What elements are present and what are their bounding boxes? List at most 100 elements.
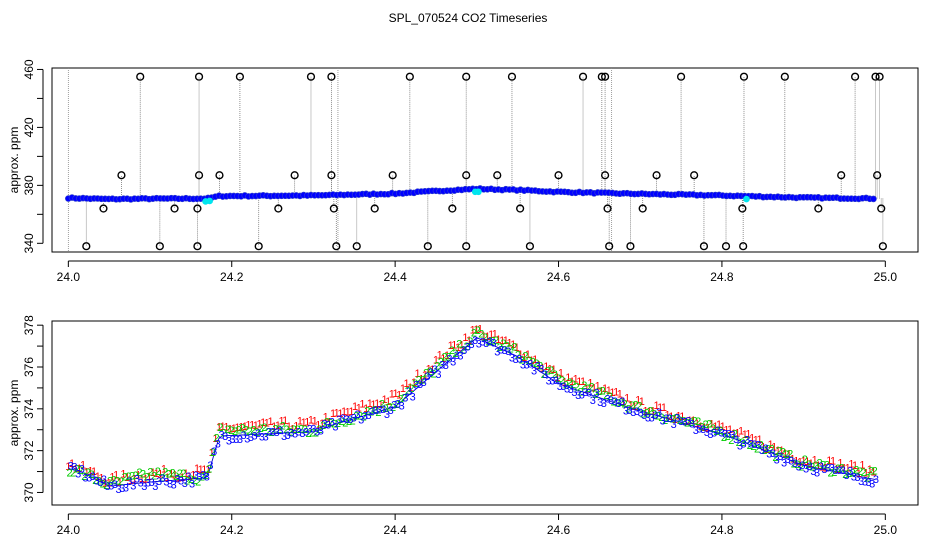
series-3-point: 3 bbox=[674, 412, 680, 424]
series-2-point: 2 bbox=[408, 383, 414, 395]
series-2-point: 2 bbox=[850, 467, 856, 479]
series-3-point: 3 bbox=[803, 464, 809, 476]
series-1-point: 1 bbox=[543, 361, 549, 373]
series-3-point: 3 bbox=[825, 462, 831, 474]
series-3-point: 3 bbox=[645, 412, 651, 424]
series-3-point: 3 bbox=[178, 475, 184, 487]
series-3-point: 3 bbox=[185, 471, 191, 483]
series-1-point: 1 bbox=[587, 377, 593, 389]
series-3-point: 3 bbox=[263, 431, 269, 443]
series-2-point: 2 bbox=[647, 406, 653, 418]
series-2-point: 2 bbox=[258, 423, 264, 435]
series-2-point: 2 bbox=[261, 422, 267, 434]
series-3-point: 3 bbox=[347, 414, 353, 426]
series-3-point: 3 bbox=[244, 433, 250, 445]
series-2-point: 2 bbox=[669, 414, 675, 426]
series-2-point: 2 bbox=[541, 369, 547, 381]
series-2-point: 2 bbox=[81, 471, 87, 483]
series-3-point: 3 bbox=[384, 409, 390, 421]
series-2-point: 2 bbox=[497, 342, 503, 354]
series-1-point: 1 bbox=[293, 421, 299, 433]
series-2-point: 2 bbox=[357, 410, 363, 422]
series-1-point: 1 bbox=[312, 415, 318, 427]
series-3-point: 3 bbox=[752, 439, 758, 451]
series-2-point: 2 bbox=[548, 365, 554, 377]
series-3-point: 3 bbox=[568, 384, 574, 396]
series-2-point: 2 bbox=[136, 467, 142, 479]
outlier-point bbox=[82, 242, 91, 251]
series-2-point: 2 bbox=[122, 472, 128, 484]
series-1-point: 1 bbox=[837, 458, 843, 470]
series-2-point: 2 bbox=[618, 397, 624, 409]
series-2-point: 2 bbox=[85, 467, 91, 479]
outlier-point bbox=[814, 204, 823, 213]
series-3-point: 3 bbox=[810, 466, 816, 478]
series-3-point: 3 bbox=[79, 464, 85, 476]
series-1-point: 1 bbox=[249, 420, 255, 432]
series-2-point: 2 bbox=[449, 345, 455, 357]
series-1-point: 1 bbox=[602, 383, 608, 395]
series-2-point: 2 bbox=[809, 462, 815, 474]
series-3-point: 3 bbox=[281, 431, 287, 443]
series-2-point: 2 bbox=[710, 423, 716, 435]
series-3-point: 3 bbox=[149, 477, 155, 489]
y-tick-label: 460 bbox=[22, 59, 36, 79]
series-3-point: 3 bbox=[656, 407, 662, 419]
series-3-point: 3 bbox=[597, 397, 603, 409]
outlier-point bbox=[554, 171, 563, 180]
series-3-point: 3 bbox=[457, 350, 463, 362]
outlier-point bbox=[493, 171, 502, 180]
series-2-point: 2 bbox=[636, 400, 642, 412]
outlier-point bbox=[370, 204, 379, 213]
series-2-point: 2 bbox=[298, 423, 304, 435]
series-1-point: 1 bbox=[639, 396, 645, 408]
series-2-point: 2 bbox=[368, 406, 374, 418]
series-3-point: 3 bbox=[97, 477, 103, 489]
series-1-point: 1 bbox=[517, 349, 523, 361]
series-1-point: 1 bbox=[198, 464, 204, 476]
series-2-point: 2 bbox=[331, 419, 337, 431]
outlier-point bbox=[578, 72, 588, 81]
series-2-point: 2 bbox=[820, 460, 826, 472]
series-1-point: 1 bbox=[845, 462, 851, 474]
series-3-point: 3 bbox=[222, 431, 228, 443]
series-3-point: 3 bbox=[259, 432, 265, 444]
series-3-point: 3 bbox=[520, 359, 526, 371]
series-3-point: 3 bbox=[71, 461, 77, 473]
series-1-point: 1 bbox=[404, 378, 410, 390]
series-1-point: 1 bbox=[720, 421, 726, 433]
series-3-point: 3 bbox=[494, 346, 500, 358]
series-3-point: 3 bbox=[119, 483, 125, 495]
series-2-point: 2 bbox=[419, 374, 425, 386]
series-1-point: 1 bbox=[536, 360, 542, 372]
series-2-point: 2 bbox=[684, 418, 690, 430]
series-2-point: 2 bbox=[364, 405, 370, 417]
series-2-point: 2 bbox=[184, 476, 190, 488]
series-2-point: 2 bbox=[482, 332, 488, 344]
series-3-point: 3 bbox=[715, 425, 721, 437]
series-2-point: 2 bbox=[813, 460, 819, 472]
outlier-point bbox=[327, 72, 336, 81]
series-3-point: 3 bbox=[516, 354, 522, 366]
series-2-point: 2 bbox=[519, 355, 525, 367]
series-1-point: 1 bbox=[337, 408, 343, 420]
series-2-point: 2 bbox=[441, 352, 447, 364]
outlier-point bbox=[194, 72, 204, 81]
series-3-point: 3 bbox=[678, 416, 684, 428]
series-3-point: 3 bbox=[171, 479, 177, 491]
x-tick-label: 24.6 bbox=[547, 270, 571, 284]
series-3-point: 3 bbox=[218, 429, 224, 441]
series-3-point: 3 bbox=[314, 426, 320, 438]
outlier-point bbox=[99, 204, 108, 213]
series-line bbox=[68, 337, 876, 487]
series-3-point: 3 bbox=[630, 407, 636, 419]
series-1-point: 1 bbox=[841, 463, 847, 475]
series-1-point: 1 bbox=[506, 338, 512, 350]
series-3-point: 3 bbox=[86, 472, 92, 484]
series-2-point: 2 bbox=[596, 386, 602, 398]
series-3-point: 3 bbox=[351, 412, 357, 424]
series-3-point: 3 bbox=[627, 405, 633, 417]
outlier-point bbox=[448, 204, 457, 213]
series-1-point: 1 bbox=[723, 424, 729, 436]
series-2-point: 2 bbox=[236, 424, 242, 436]
